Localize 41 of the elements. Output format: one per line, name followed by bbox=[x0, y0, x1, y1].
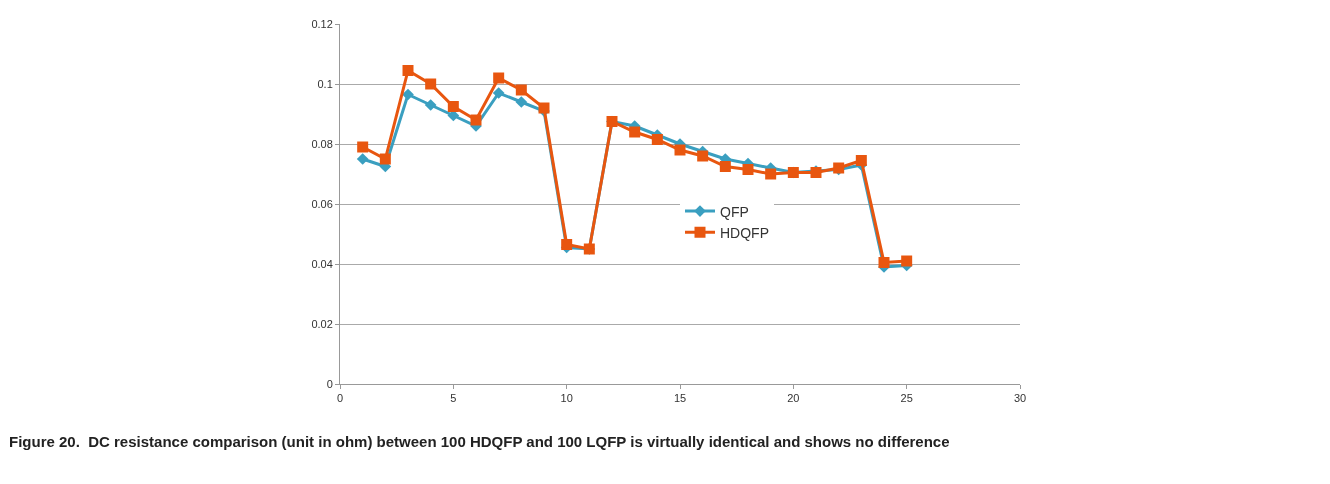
x-tick-label: 0 bbox=[336, 392, 344, 405]
point bbox=[765, 168, 777, 180]
point bbox=[561, 239, 573, 250]
point bbox=[515, 96, 528, 108]
point bbox=[492, 87, 505, 99]
legend-label: QFP bbox=[720, 203, 749, 220]
point bbox=[651, 134, 663, 145]
legend-label: HDQFP bbox=[720, 224, 769, 241]
point bbox=[402, 65, 414, 76]
y-tick-label: 0.02 bbox=[311, 317, 333, 330]
point bbox=[356, 153, 369, 165]
caption: Figure 20. DC resistance comparison (unit in ohm) between 100 HDQFP and 100 LQFP is virtually identical and shows no difference bbox=[9, 433, 950, 450]
point bbox=[424, 99, 437, 111]
y-tick-label: 0.12 bbox=[311, 17, 333, 30]
point bbox=[901, 255, 913, 267]
y-tick-label: 0.06 bbox=[311, 197, 333, 210]
x-tick-label: 5 bbox=[450, 392, 457, 405]
y-tick-label: 0.08 bbox=[311, 137, 333, 150]
point bbox=[357, 141, 369, 153]
point bbox=[719, 161, 731, 172]
y-tick-label: 0.04 bbox=[311, 257, 333, 270]
point bbox=[379, 153, 391, 165]
x-tick-label: 30 bbox=[1013, 392, 1027, 405]
point bbox=[855, 155, 867, 166]
point bbox=[402, 88, 414, 101]
x-tick-label: 15 bbox=[673, 392, 687, 405]
x-tick-label: 25 bbox=[900, 392, 913, 405]
point bbox=[697, 150, 709, 162]
y-tick-label: 0 bbox=[326, 377, 333, 390]
point bbox=[447, 101, 459, 112]
point bbox=[470, 114, 482, 126]
point bbox=[742, 164, 754, 175]
point bbox=[425, 78, 437, 90]
x-tick-label: 20 bbox=[787, 392, 800, 405]
point bbox=[878, 257, 890, 268]
point bbox=[629, 126, 641, 138]
point bbox=[515, 84, 527, 96]
x-tick-label: 10 bbox=[560, 392, 573, 405]
y-tick-label: 0.1 bbox=[317, 77, 333, 90]
point bbox=[493, 72, 505, 84]
point bbox=[674, 144, 686, 156]
